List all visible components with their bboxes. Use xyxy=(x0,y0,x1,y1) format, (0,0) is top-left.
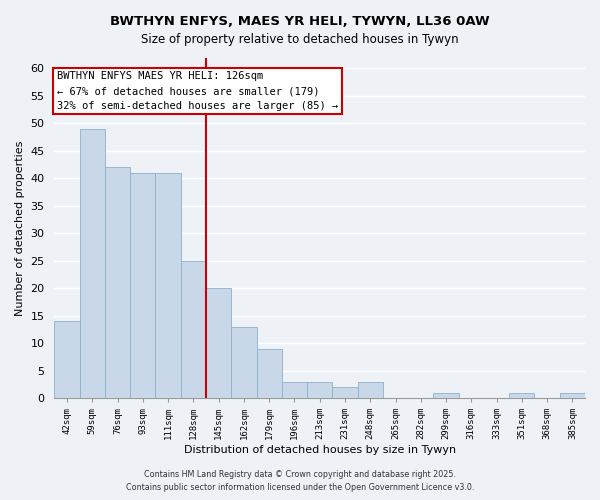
Text: Contains HM Land Registry data © Crown copyright and database right 2025.
Contai: Contains HM Land Registry data © Crown c… xyxy=(126,470,474,492)
Bar xyxy=(155,173,181,398)
X-axis label: Distribution of detached houses by size in Tywyn: Distribution of detached houses by size … xyxy=(184,445,456,455)
Bar xyxy=(80,129,105,398)
Bar xyxy=(257,348,282,398)
Bar xyxy=(332,387,358,398)
Bar xyxy=(282,382,307,398)
Bar xyxy=(560,392,585,398)
Bar xyxy=(433,392,458,398)
Text: BWTHYN ENFYS MAES YR HELI: 126sqm
← 67% of detached houses are smaller (179)
32%: BWTHYN ENFYS MAES YR HELI: 126sqm ← 67% … xyxy=(57,71,338,111)
Bar xyxy=(307,382,332,398)
Bar xyxy=(231,326,257,398)
Text: Size of property relative to detached houses in Tywyn: Size of property relative to detached ho… xyxy=(141,32,459,46)
Y-axis label: Number of detached properties: Number of detached properties xyxy=(15,140,25,316)
Text: BWTHYN ENFYS, MAES YR HELI, TYWYN, LL36 0AW: BWTHYN ENFYS, MAES YR HELI, TYWYN, LL36 … xyxy=(110,15,490,28)
Bar xyxy=(130,173,155,398)
Bar xyxy=(358,382,383,398)
Bar xyxy=(55,321,80,398)
Bar xyxy=(509,392,535,398)
Bar xyxy=(206,288,231,398)
Bar xyxy=(105,168,130,398)
Bar xyxy=(181,261,206,398)
